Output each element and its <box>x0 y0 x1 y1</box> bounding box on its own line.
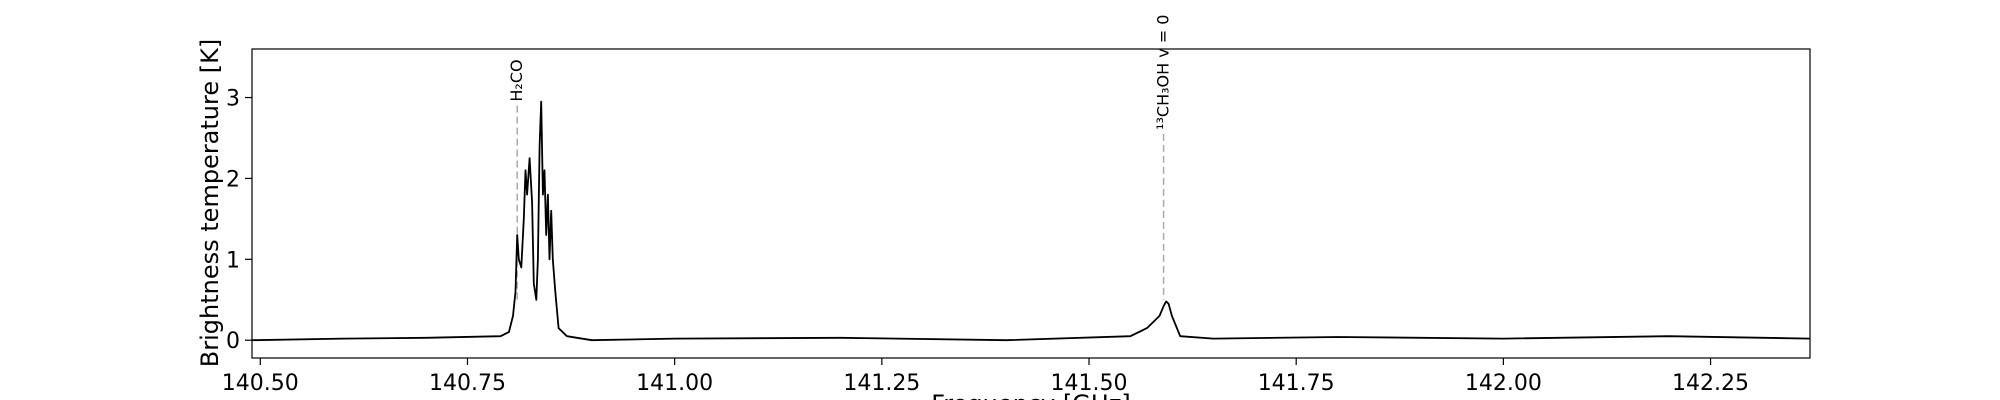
y-tick-label: 3 <box>226 87 240 112</box>
x-tick-label: 142.25 <box>1672 371 1749 396</box>
x-axis: 140.50 140.75 141.00 141.25 141.50 141.75 142.… <box>222 358 1749 396</box>
x-axis-label: Frequency [GHz] <box>931 390 1131 400</box>
y-axis-label: Brightness temperature [K] <box>196 39 224 367</box>
y-tick-label: 0 <box>226 329 240 354</box>
annotation-label: ¹³CH₃OH v = 0 <box>1154 15 1173 130</box>
x-tick-label: 142.00 <box>1465 371 1542 396</box>
plot-frame <box>251 48 1811 359</box>
x-tick-label: 140.50 <box>222 371 299 396</box>
x-tick-label: 141.00 <box>636 371 713 396</box>
x-tick-label: 140.75 <box>429 371 506 396</box>
y-tick-label: 1 <box>226 248 240 273</box>
x-tick-label: 141.25 <box>843 371 920 396</box>
line-annotations: H₂CO ¹³CH₃OH v = 0 <box>507 15 1173 300</box>
series-line <box>251 100 1811 342</box>
annotation-label: H₂CO <box>507 59 526 101</box>
x-tick-label: 141.50 <box>1051 371 1128 396</box>
series-group <box>251 100 1811 342</box>
y-axis: 0 1 2 3 <box>226 87 252 354</box>
y-tick-label: 2 <box>226 167 240 192</box>
x-tick-label: 141.75 <box>1258 371 1335 396</box>
